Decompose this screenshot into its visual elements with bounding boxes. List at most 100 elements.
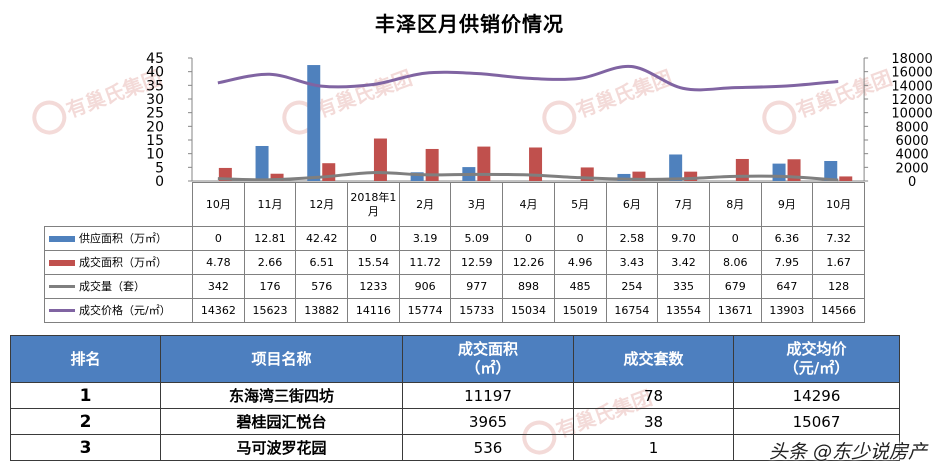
deal-units-cell: 78 (573, 382, 734, 409)
header-rank: 排名 (10, 335, 161, 383)
data-label: 3.42 (657, 250, 710, 275)
supply-area-bar (410, 172, 424, 181)
deal-area-bar (477, 146, 491, 181)
legend-label: 成交价格（元/㎡） (79, 303, 171, 317)
category-label: 12月 (295, 182, 349, 227)
series-row: 成交价格（元/㎡） 14362 15623 13882 14116 15774 15733 1… (44, 298, 865, 323)
left-tick-label: 35 (146, 78, 164, 94)
left-tick-label: 40 (146, 65, 164, 81)
ranking-header-row: 排名 项目名称 成交面积 （㎡） 成交套数 成交均价 （元/㎡） (10, 335, 900, 383)
data-label: 2.66 (243, 250, 297, 275)
category-label: 10月 (812, 182, 865, 227)
supply-area-bar (772, 163, 786, 181)
data-label: 9.70 (657, 226, 710, 251)
data-label: 3.19 (398, 226, 452, 251)
legend-swatch-line (49, 285, 75, 288)
data-label: 12.81 (243, 226, 297, 251)
data-label: 15019 (553, 298, 607, 323)
legend-entry: 供应面积（万㎡） (44, 226, 193, 251)
project-name-cell: 东海湾三街四坊 (160, 382, 403, 409)
category-label: 7月 (657, 182, 710, 227)
rank-cell: 2 (10, 408, 161, 435)
data-label: 7.95 (760, 250, 814, 275)
data-label: 13554 (657, 298, 710, 323)
data-label: 4.78 (192, 250, 245, 275)
data-label: 254 (605, 274, 659, 299)
chart-data-table: 10月 11月 12月 2018年1月 2月 3月 4月 5月 6月 7月 8月 9月 10月 供应面积（… (44, 182, 865, 323)
data-label: 0 (553, 226, 607, 251)
category-label: 2018年1月 (347, 182, 400, 227)
table-row: 1 东海湾三街四坊 11197 78 14296 (10, 382, 900, 409)
table-row: 2 碧桂园汇悦台 3965 38 15067 (10, 408, 900, 435)
category-row: 10月 11月 12月 2018年1月 2月 3月 4月 5月 6月 7月 8月 9月 10月 (44, 182, 865, 227)
deal-area-cell: 11197 (402, 382, 574, 409)
svg-text:有巢氏集团: 有巢氏集团 (573, 66, 675, 123)
svg-text:有巢氏集团: 有巢氏集团 (793, 66, 895, 123)
data-label: 335 (657, 274, 710, 299)
supply-area-bar (307, 65, 321, 181)
rank-cell: 3 (10, 434, 161, 461)
table-corner (44, 182, 193, 227)
legend-swatch-bar (49, 235, 75, 242)
header-deal-area: 成交面积 （㎡） (402, 335, 574, 383)
data-label: 8.06 (708, 250, 762, 275)
chart-title: 丰泽区月供销价情况 (375, 12, 564, 36)
project-name-cell: 马可波罗花园 (160, 434, 403, 461)
deal-area-bar (632, 171, 646, 181)
legend-entry: 成交量（套） (44, 274, 193, 299)
data-label: 15.54 (347, 250, 400, 275)
data-label: 15623 (243, 298, 297, 323)
data-label: 14566 (812, 298, 865, 323)
deal-units-cell: 38 (573, 408, 734, 435)
right-tick-label: 16000 (891, 66, 932, 81)
logo-watermark: 有巢氏集团 (282, 66, 415, 135)
data-label: 0 (502, 226, 555, 251)
data-label: 1.67 (812, 250, 865, 275)
legend-swatch-line (49, 309, 75, 312)
left-tick-label: 0 (155, 174, 164, 190)
lines (217, 64, 839, 182)
data-label: 13671 (708, 298, 762, 323)
right-tick-label: 10000 (891, 107, 932, 122)
svg-text:有巢氏集团: 有巢氏集团 (313, 66, 415, 123)
data-label: 4.96 (553, 250, 607, 275)
left-tick-label: 10 (146, 147, 164, 163)
data-label: 15774 (398, 298, 452, 323)
data-label: 0 (708, 226, 762, 251)
data-label: 898 (502, 274, 555, 299)
legend-entry: 成交面积（万㎡） (44, 250, 193, 275)
logo-watermark: 有巢氏集团 (542, 66, 675, 135)
deal-area-cell: 536 (402, 434, 574, 461)
category-label: 8月 (708, 182, 762, 227)
toutiao-watermark: 头条 @东少说房产 (768, 441, 927, 463)
data-label: 342 (192, 274, 245, 299)
avg-price-cell: 14296 (733, 382, 900, 409)
data-label: 12.59 (450, 250, 504, 275)
series-row: 成交量（套） 342 176 576 1233 906 977 898 485 254 335 679… (44, 274, 865, 299)
logo-watermark: 有巢氏集团 (762, 66, 895, 135)
series-row: 供应面积（万㎡） 0 12.81 42.42 0 3.19 5.09 0 0 2.58 9.70 0 6… (44, 226, 865, 251)
data-label: 13903 (760, 298, 814, 323)
deal-area-cell: 3965 (402, 408, 574, 435)
data-label: 6.36 (760, 226, 814, 251)
avg-price-cell (733, 434, 900, 461)
legend-swatch-bar (49, 259, 75, 266)
category-label: 11月 (243, 182, 297, 227)
left-tick-label: 5 (155, 160, 164, 176)
right-tick-label: 14000 (891, 79, 932, 94)
right-tick-label: 8000 (896, 120, 929, 135)
data-label: 42.42 (295, 226, 349, 251)
left-tick-label: 30 (146, 92, 164, 108)
project-name-cell: 碧桂园汇悦台 (160, 408, 403, 435)
data-label: 12.26 (502, 250, 555, 275)
deal-units-cell: 1 (573, 434, 734, 461)
avg-price-cell: 15067 (733, 408, 900, 435)
data-label: 14362 (192, 298, 245, 323)
deal-area-bar (270, 173, 284, 181)
axes: 0510152025303540450200040006000800010000… (146, 51, 933, 190)
data-label: 11.72 (398, 250, 452, 275)
supply-area-bar (255, 145, 269, 181)
supply-area-bar (617, 173, 631, 181)
data-label: 13882 (295, 298, 349, 323)
data-label: 906 (398, 274, 452, 299)
